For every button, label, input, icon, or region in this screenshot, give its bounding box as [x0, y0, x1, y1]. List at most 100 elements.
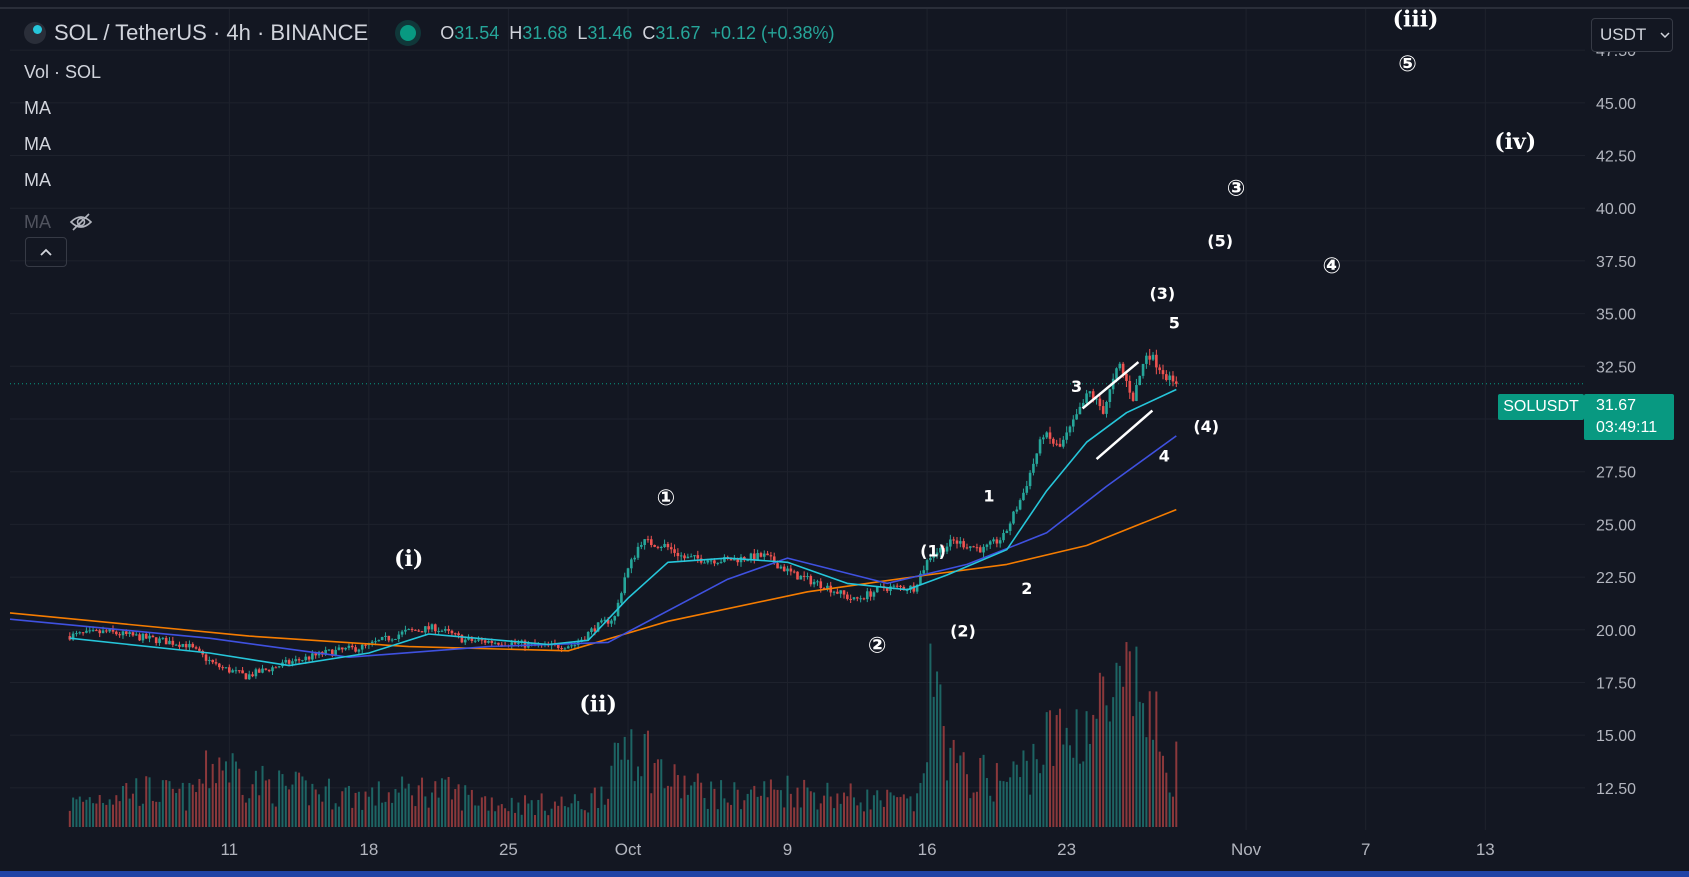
price-tick-label: 40.00 — [1596, 201, 1636, 218]
volume-bar — [663, 788, 666, 827]
volume-bar — [397, 792, 400, 827]
wave-label: (i) — [394, 546, 423, 572]
candle-body — [1015, 509, 1019, 512]
volume-bar — [666, 785, 669, 827]
volume-bar — [191, 784, 194, 827]
volume-bar — [713, 788, 716, 827]
volume-bar — [354, 792, 357, 827]
candle-body — [799, 575, 803, 580]
volume-bar — [218, 757, 221, 827]
volume-bar — [102, 802, 105, 827]
volume-bar — [361, 809, 364, 827]
volume-bar — [779, 790, 782, 827]
candle-body — [377, 640, 381, 642]
time-tick-label: 7 — [1361, 840, 1370, 859]
candle-body — [706, 560, 710, 563]
volume-bar — [1032, 743, 1035, 827]
volume-bar — [936, 671, 939, 827]
volume-bar — [796, 787, 799, 827]
wave-label: ① — [657, 486, 676, 511]
volume-bar — [896, 797, 899, 827]
volume-bar — [248, 798, 251, 827]
candle-body — [188, 643, 191, 648]
candle-body — [646, 539, 650, 541]
candle-body — [387, 635, 391, 641]
candle-body — [925, 560, 929, 571]
candle-body — [836, 591, 839, 594]
candle-body — [297, 659, 301, 661]
candle-body — [1005, 530, 1009, 534]
candle-body — [689, 556, 693, 558]
candle-body — [311, 653, 314, 660]
candle-body — [962, 541, 965, 548]
eye-crossed-icon[interactable] — [69, 212, 93, 232]
candle-body — [653, 545, 656, 547]
trendline — [1081, 361, 1140, 410]
candle-body — [985, 544, 989, 547]
volume-bar — [1095, 718, 1098, 827]
candle-body — [115, 631, 118, 635]
wave-label: (ii) — [579, 692, 617, 718]
candle-body — [98, 630, 102, 634]
candle-body — [134, 634, 138, 636]
collapse-legend-button[interactable] — [25, 237, 67, 267]
candle-body — [354, 647, 357, 652]
candle-body — [138, 634, 141, 641]
candle-body — [1022, 492, 1025, 501]
indicator-ma-2[interactable]: MA — [24, 134, 51, 154]
currency-select[interactable]: USDT — [1591, 18, 1673, 52]
volume-bar — [909, 796, 912, 827]
candle-body — [118, 634, 121, 636]
wave-label: (3) — [1149, 284, 1175, 303]
volume-bar — [1118, 665, 1121, 827]
volume-bar — [198, 778, 201, 827]
volume-bar — [985, 778, 988, 827]
wave-label: ⑤ — [1398, 52, 1417, 77]
candle-body — [1071, 419, 1075, 427]
candle-body — [181, 644, 185, 647]
volume-bar — [776, 789, 779, 827]
candle-body — [1062, 439, 1065, 447]
candle-body — [988, 541, 992, 545]
candle-body — [151, 635, 155, 638]
volume-bar — [1112, 697, 1115, 827]
candle-body — [982, 546, 985, 553]
volume-bar — [414, 806, 417, 827]
candle-body — [1125, 373, 1128, 381]
candle-body — [792, 571, 796, 573]
volume-bar — [982, 754, 985, 827]
last-price-tag: 31.67 03:49:11 — [1584, 394, 1674, 440]
candle-body — [949, 539, 952, 547]
volume-bar — [1022, 750, 1025, 827]
wave-label: ② — [868, 634, 887, 659]
volume-bar — [1125, 642, 1128, 827]
candle-body — [1018, 500, 1022, 510]
candle-body — [384, 635, 387, 638]
symbol-title[interactable]: SOL / TetherUS · 4h · BINANCE — [54, 20, 369, 45]
candle-body — [955, 540, 959, 544]
candle-body — [1115, 368, 1118, 379]
volume-bar — [371, 787, 374, 827]
bottom-scroll-bar[interactable] — [0, 871, 1689, 877]
symbol-price-tag: SOLUSDT — [1498, 394, 1584, 420]
indicator-volume[interactable]: Vol · SOL — [24, 62, 102, 82]
candle-body — [450, 630, 454, 634]
volume-bar — [234, 761, 237, 827]
indicator-ma-1[interactable]: MA — [24, 98, 51, 118]
volume-bar — [743, 800, 746, 827]
indicator-ma-4-hidden[interactable]: MA — [24, 204, 101, 240]
candle-body — [586, 632, 590, 640]
time-tick-label: 13 — [1476, 840, 1495, 859]
indicator-ma-3[interactable]: MA — [24, 170, 51, 190]
volume-bar — [607, 798, 610, 827]
volume-bar — [899, 796, 902, 827]
candle-body — [796, 571, 799, 580]
bar-countdown: 03:49:11 — [1596, 419, 1658, 436]
candle-body — [420, 631, 424, 633]
candle-body — [1088, 391, 1092, 394]
candle-body — [666, 543, 670, 548]
symbol-logo-icon[interactable] — [24, 22, 46, 44]
volume-bar — [387, 792, 390, 827]
market-status-icon[interactable] — [400, 25, 417, 41]
